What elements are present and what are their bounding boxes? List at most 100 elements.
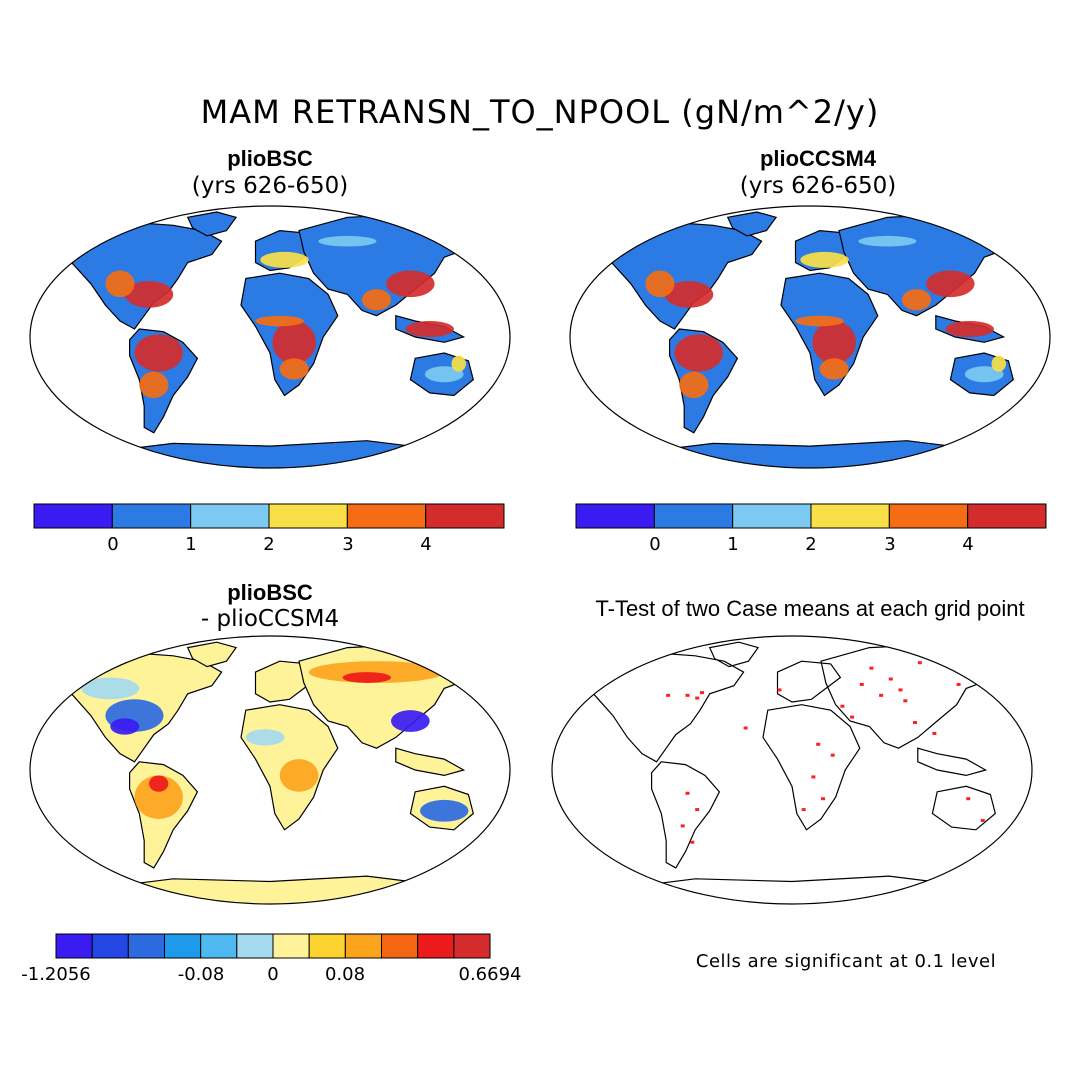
colorbar-swatch (127, 933, 166, 959)
colorbar-swatch (417, 933, 455, 959)
significance-cell (777, 688, 782, 692)
landmass-seAsia (917, 747, 988, 777)
colorbar-tick-label: 0.08 (325, 964, 365, 985)
significance-cell (695, 808, 700, 812)
field-patch (991, 355, 1007, 372)
significance-cell (830, 753, 835, 757)
map-border (551, 635, 1033, 905)
significance-cell (956, 682, 961, 686)
field-patch (964, 366, 1004, 383)
field-patch (800, 251, 849, 268)
colorbar-swatch (200, 933, 238, 959)
significance-cell (685, 791, 690, 795)
significance-cell (903, 699, 908, 703)
colorbar-tick-label: 0 (649, 534, 660, 555)
colorbar-tick-label: 3 (884, 534, 895, 555)
field-patch (451, 355, 467, 372)
landmass-africa (762, 704, 861, 831)
colorbar-swatch (91, 933, 129, 959)
significance-cell (666, 693, 671, 697)
colorbar-tick-label: 3 (342, 534, 353, 555)
landmass-seAsia (395, 747, 466, 777)
significance-cell (980, 818, 985, 822)
significance-cell (850, 715, 855, 719)
colorbar-swatch (344, 933, 383, 959)
colorbar-swatch (272, 933, 310, 959)
colorbar-tick-label: 2 (805, 534, 816, 555)
field-patch (318, 235, 377, 247)
diff-patch (391, 710, 430, 732)
significance-cell (700, 691, 705, 695)
landmass-southAmerica (650, 761, 721, 869)
significance-cell (811, 775, 816, 779)
significance-cell (913, 721, 917, 725)
colorbar-swatch (888, 503, 969, 529)
panel-subtitle-top-right: (yrs 626-650) (739, 173, 897, 199)
field-patch (812, 321, 856, 364)
colorbar-tick-label: 1 (185, 534, 196, 555)
colorbar-tick-label: 0.6694 (459, 964, 522, 985)
colorbar-swatch (967, 503, 1047, 529)
field-patch (858, 235, 917, 247)
significance-cell (859, 682, 864, 686)
significance-cell (695, 696, 700, 700)
panel-subtitle-top-left: (yrs 626-650) (191, 173, 349, 199)
colorbar-tick-label: 4 (420, 534, 431, 555)
field-patch (424, 366, 464, 383)
colorbar-swatch (653, 503, 734, 529)
colorbar-tick-label: 0 (107, 534, 118, 555)
field-patch (405, 321, 454, 337)
colorbar-swatch (425, 503, 505, 529)
colorbar-swatch (236, 933, 274, 959)
field-patch (901, 289, 931, 311)
landmass-greenland (726, 211, 778, 237)
significance-cell (898, 688, 903, 692)
significance-cell (966, 797, 971, 801)
significance-cell (869, 666, 874, 670)
field-patch (279, 358, 309, 380)
diff-patch (81, 677, 140, 700)
map-border (569, 205, 1051, 469)
panel-title-bottom-left: plioBSC (227, 580, 313, 605)
field-patch (674, 334, 723, 372)
landmass-greenland (708, 641, 760, 668)
colorbar-swatch (164, 933, 202, 959)
diff-patch (149, 775, 169, 792)
colorbar-swatch (268, 503, 348, 529)
field-patch (260, 251, 309, 268)
landmass-greenland (186, 641, 238, 668)
map-panel-top-right (569, 205, 1051, 469)
diff-patch (279, 759, 319, 792)
colorbar-swatch (33, 503, 113, 529)
field-patch (945, 321, 994, 337)
landmass-australia (931, 785, 996, 831)
colorbar-swatch (111, 503, 192, 529)
field-patch (679, 371, 709, 399)
colorbar-swatch (575, 503, 655, 529)
panel-title-bottom-right: T-Test of two Case means at each grid po… (595, 596, 1025, 621)
diff-patch (342, 672, 391, 683)
field-patch (819, 358, 849, 380)
significance-cell (743, 726, 748, 730)
colorbar-top-left: 0 1 2 3 4 (33, 503, 505, 555)
significance-cell (917, 661, 922, 665)
field-patch (139, 371, 169, 399)
significance-cell (932, 731, 937, 735)
colorbar-tick-label: 0 (267, 964, 278, 985)
significance-cell (888, 677, 893, 681)
colorbar-swatch (732, 503, 812, 529)
colorbar-tick-label: -1.2056 (21, 964, 90, 985)
field-patch (795, 315, 844, 327)
significance-cell (840, 704, 845, 708)
field-patch (386, 270, 435, 298)
colorbar-swatch (810, 503, 890, 529)
field-patch (361, 289, 392, 311)
field-patch (105, 270, 135, 298)
figure-title: MAM RETRANSN_TO_NPOOL (gN/m^2/y) (200, 93, 880, 131)
panel-title-top-left: plioBSC (227, 146, 313, 171)
field-patch (124, 281, 174, 308)
colorbar-swatch (308, 933, 346, 959)
colorbar-swatch (453, 933, 491, 959)
colorbar-tick-label: 2 (263, 534, 274, 555)
diff-patch (134, 775, 183, 819)
